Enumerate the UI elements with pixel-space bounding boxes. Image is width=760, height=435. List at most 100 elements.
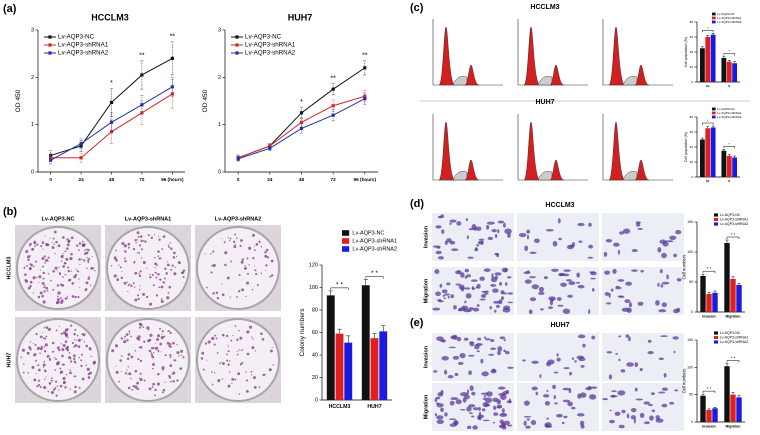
bar: [726, 156, 732, 177]
colony: [59, 283, 63, 286]
bar: [705, 128, 711, 177]
error-bar: [337, 328, 342, 334]
stained-cell: [508, 398, 511, 404]
error-bar: [328, 290, 333, 296]
colony: [236, 338, 239, 342]
stained-cell: [483, 336, 487, 339]
colony: [44, 235, 46, 237]
legend-swatch: [712, 16, 716, 20]
bar: [724, 366, 730, 422]
colony: [70, 236, 74, 240]
colony: [86, 267, 88, 270]
colony: [182, 269, 186, 272]
legend-swatch: [714, 213, 719, 217]
colony: [60, 370, 64, 374]
colony: [52, 237, 55, 240]
legend-marker: [235, 43, 239, 47]
stained-cell: [487, 236, 494, 241]
colony: [204, 253, 206, 255]
stained-cell: [490, 284, 497, 287]
colony: [240, 239, 243, 242]
colony: [44, 378, 46, 381]
colony: [69, 371, 72, 375]
stained-cell: [635, 398, 643, 401]
error-bar: [140, 60, 144, 90]
bar: [700, 276, 706, 312]
colony: [34, 245, 36, 247]
stained-cell: [450, 335, 457, 340]
colony: [42, 363, 46, 367]
bar: [710, 127, 716, 177]
error-bar: [707, 291, 711, 294]
stained-cell: [651, 409, 655, 413]
colony: [88, 257, 90, 260]
y-tick-label: 100: [309, 285, 318, 291]
column-label: Lv-AQP3-NC: [41, 216, 74, 222]
stained-cell: [493, 300, 501, 304]
colony: [252, 233, 256, 237]
colony: [74, 344, 78, 347]
colony: [58, 389, 60, 391]
stained-cell: [436, 403, 444, 408]
stained-cell: [466, 235, 469, 240]
stained-cell: [525, 425, 531, 429]
colony: [159, 327, 161, 330]
stained-cell: [553, 394, 556, 400]
colony: [45, 326, 49, 330]
error-bar: [731, 392, 735, 395]
stained-cell: [612, 268, 617, 274]
colony: [29, 284, 32, 288]
stained-cell: [434, 413, 437, 417]
colony: [254, 249, 256, 252]
colony: [255, 273, 258, 276]
y-tick-label: 20: [690, 160, 694, 164]
stained-cell: [658, 357, 664, 361]
stained-cell: [507, 424, 513, 427]
stained-cell: [483, 268, 491, 272]
colony: [164, 354, 167, 357]
colony: [230, 260, 232, 263]
colony: [207, 340, 211, 344]
colony: [139, 359, 143, 363]
colony: [156, 382, 160, 386]
legend-swatch: [712, 20, 716, 24]
colony: [123, 341, 125, 343]
bar: [705, 37, 711, 82]
colony: [246, 257, 249, 260]
stained-cell: [471, 391, 476, 396]
bar: [344, 342, 353, 400]
colony: [115, 365, 117, 367]
y-tick-label: 150: [687, 220, 693, 224]
colony: [242, 348, 244, 351]
colony: [64, 386, 67, 389]
colony: [254, 350, 257, 352]
colony: [39, 269, 42, 271]
error-bar: [170, 79, 174, 109]
stained-cell: [603, 251, 608, 257]
stained-cell: [554, 402, 558, 405]
stained-cell: [489, 305, 492, 310]
colony: [55, 394, 58, 397]
significance-bracket: [723, 146, 735, 149]
stained-cell: [490, 277, 498, 283]
colony: [60, 255, 64, 259]
y-tick-label: 0: [691, 80, 693, 84]
colony: [74, 385, 77, 389]
colony: [248, 246, 252, 250]
stained-cell: [589, 271, 596, 274]
colony: [223, 241, 226, 244]
colony: [172, 256, 176, 259]
stained-cell: [618, 424, 625, 429]
stained-cell: [469, 385, 474, 391]
colony: [221, 362, 225, 365]
colony: [128, 283, 131, 286]
stained-cell: [490, 338, 495, 342]
stained-cell: [523, 400, 530, 406]
colony: [167, 330, 169, 332]
colony: [229, 296, 231, 298]
stained-cell: [657, 282, 660, 287]
chart-title: HCCLM3: [91, 12, 129, 22]
stained-cell: [630, 408, 637, 413]
colony: [28, 245, 31, 247]
